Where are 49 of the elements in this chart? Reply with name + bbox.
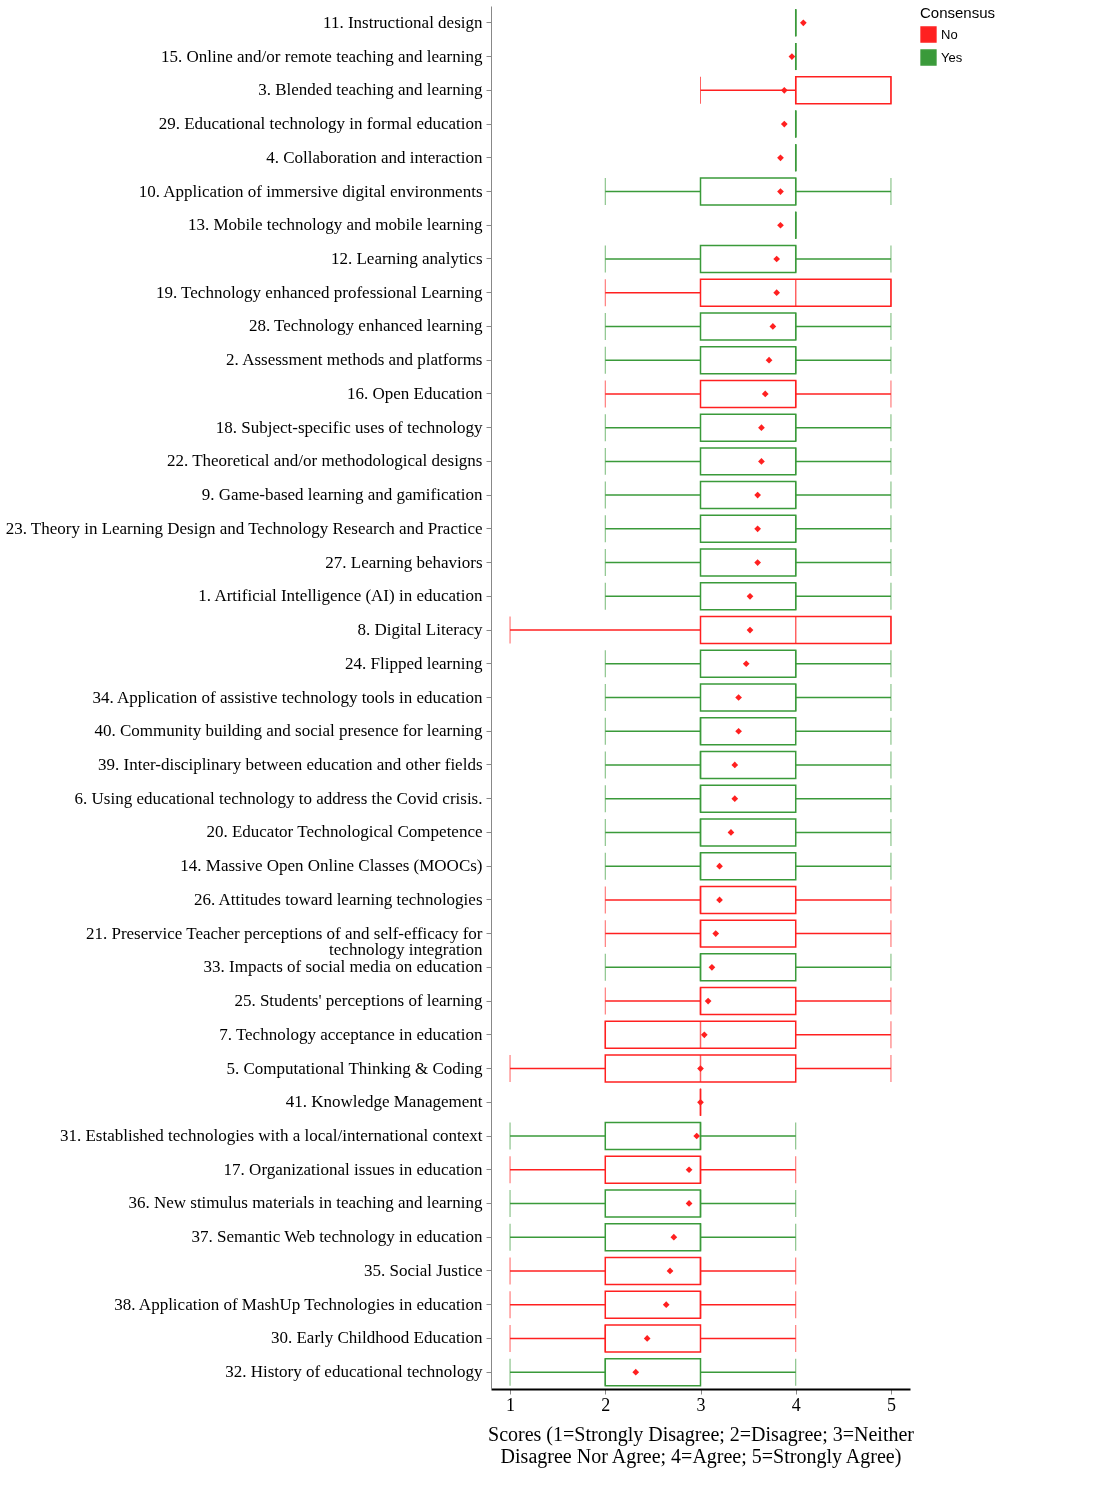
y-tick-label: 3. Blended teaching and learning <box>258 80 483 100</box>
y-tick-label: 35. Social Justice <box>363 1260 483 1280</box>
y-tick-label: 28. Technology enhanced learning <box>248 316 483 336</box>
y-tick-label: 27. Learning behaviors <box>325 552 483 572</box>
y-tick-label: 7. Technology acceptance in education <box>219 1024 483 1044</box>
y-tick-label: 16. Open Education <box>347 383 483 403</box>
x-tick-label: 3 <box>696 1394 706 1415</box>
y-tick-label: 30. Early Childhood Education <box>270 1328 483 1348</box>
y-tick-label: 38. Application of MashUp Technologies in education <box>114 1294 483 1314</box>
y-tick-label: 19. Technology enhanced professional Learning <box>155 282 483 302</box>
y-tick-label: 4. Collaboration and interaction <box>266 147 483 167</box>
y-tick-label: 36. New stimulus materials in teaching and learning <box>128 1193 483 1213</box>
y-tick-label: 10. Application of immersive digital environments <box>138 181 483 201</box>
y-tick-label: 26. Attitudes toward learning technologies <box>194 889 483 909</box>
y-tick-label: 20. Educator Technological Competence <box>206 822 483 842</box>
y-tick-label: 18. Subject-specific uses of technology <box>215 417 483 437</box>
y-tick-label: 32. History of educational technology <box>225 1362 483 1382</box>
legend-title: Consensus <box>920 4 996 21</box>
x-tick-label: 2 <box>601 1394 611 1415</box>
x-tick-label: 1 <box>506 1394 516 1415</box>
y-tick-label: 5. Computational Thinking & Coding <box>226 1058 483 1078</box>
x-tick-label: 4 <box>791 1394 801 1415</box>
y-tick-label: 39. Inter-disciplinary between education and other fields <box>98 754 483 774</box>
y-tick-label: 9. Game-based learning and gamification <box>201 485 483 505</box>
legend-label: No <box>941 26 958 42</box>
y-tick-label: 21. Preservice Teacher perceptions of and self-efficacy for technology integration <box>85 923 483 959</box>
y-tick-label: 25. Students' perceptions of learning <box>234 991 483 1011</box>
x-tick-label: 5 <box>886 1394 896 1415</box>
y-tick-label: 40. Community building and social presence for learning <box>94 721 483 741</box>
y-tick-label: 24. Flipped learning <box>345 653 483 673</box>
y-tick-label: 29. Educational technology in formal education <box>158 114 483 134</box>
y-tick-label: 8. Digital Literacy <box>357 620 483 640</box>
y-tick-label: 1. Artificial Intelligence (AI) in education <box>198 586 483 606</box>
y-tick-label: 34. Application of assistive technology tools in education <box>92 687 483 707</box>
y-tick-label: 22. Theoretical and/or methodological designs <box>166 451 483 471</box>
y-tick-label: 13. Mobile technology and mobile learning <box>187 215 483 235</box>
y-tick-label: 6. Using educational technology to address the Covid crisis. <box>74 788 483 808</box>
y-tick-label: 12. Learning analytics <box>330 248 483 268</box>
x-axis-title: Scores (1=Strongly Disagree; 2=Disagree; 3=Neither Disagree Nor Agree; 4=Agree; 5=Strongly Agree) <box>488 1422 915 1468</box>
y-tick-label: 14. Massive Open Online Classes (MOOCs) <box>180 856 483 876</box>
y-tick-label: 31. Established technologies with a local/international context <box>59 1126 483 1146</box>
y-tick-label: 17. Organizational issues in education <box>223 1159 483 1179</box>
legend-label: Yes <box>941 49 963 65</box>
y-tick-label: 2. Assessment methods and platforms <box>226 350 483 370</box>
y-tick-label: 37. Semantic Web technology in education <box>191 1227 483 1247</box>
y-tick-label: 41. Knowledge Management <box>285 1092 483 1112</box>
y-tick-label: 23. Theory in Learning Design and Technology Research and Practice <box>5 518 483 538</box>
y-tick-label: 11. Instructional design <box>323 12 483 32</box>
y-tick-label: 15. Online and/or remote teaching and learning <box>161 46 483 66</box>
